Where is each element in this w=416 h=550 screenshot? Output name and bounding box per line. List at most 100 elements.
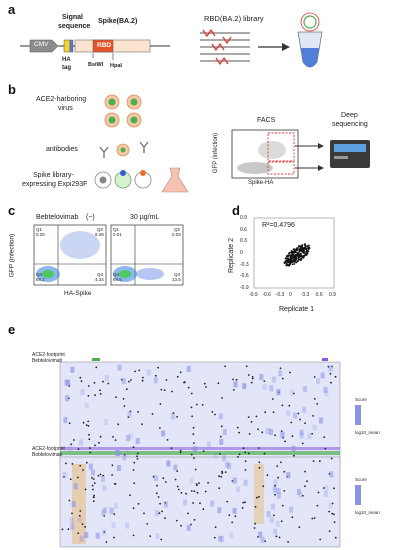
heatmap-dot [149, 535, 152, 537]
heatmap-dot [280, 430, 283, 432]
heatmap-cell [286, 410, 291, 417]
heatmap-dot [157, 496, 160, 498]
scatter-point [305, 251, 308, 254]
heatmap-dot [98, 441, 100, 444]
heatmap-dot [172, 412, 175, 414]
heatmap-dot [311, 517, 314, 520]
heatmap-dot [312, 460, 315, 462]
heatmap-dot [333, 513, 335, 516]
heatmap-dot [127, 416, 130, 418]
ace2-virus-label-1: ACE2-harboring [36, 96, 87, 103]
gate-q4-treated: Q4 [113, 272, 120, 277]
heatmap-dot [327, 365, 330, 368]
heatmap-dot [244, 469, 247, 471]
heatmap-cell [296, 488, 301, 495]
heatmap-cell [84, 532, 89, 538]
heatmap-dot [88, 438, 91, 441]
scatter-x-tick: -0.3 [275, 292, 285, 298]
heatmap-cell [312, 424, 317, 431]
heatmap-dot [161, 510, 164, 513]
heatmap-cell [115, 449, 120, 456]
scatter-y-tick: -0.3 [240, 261, 249, 268]
heatmap-dot [247, 416, 250, 418]
heatmap-dot [274, 493, 276, 496]
heatmap-dot [226, 500, 229, 503]
heatmap-dot [183, 381, 185, 384]
heatmap-dot [331, 502, 334, 505]
heatmap-dot [281, 377, 284, 380]
heatmap-dot [213, 536, 216, 539]
scatter-point [300, 255, 303, 258]
gate-q2-treated: Q2 [174, 227, 181, 232]
heatmap-cell [276, 488, 281, 494]
scatter-point [290, 256, 292, 258]
heatmap-dot [221, 470, 224, 473]
heatmap-cell [289, 506, 294, 513]
heatmap-cell [328, 502, 333, 509]
heatmap-dot [232, 389, 235, 391]
flow-x-label: HA-Spike [64, 290, 92, 297]
gate-q3-untreated-value: 4.34 [95, 277, 104, 282]
heatmap-dot [242, 447, 245, 450]
heatmap-dot [196, 403, 198, 406]
heatmap-dot [272, 411, 275, 414]
heatmap-cell [154, 475, 158, 482]
heatmap-dot [316, 403, 319, 405]
heatmap-cell [153, 377, 158, 384]
heatmap-dot [125, 388, 128, 391]
ace2-virus-label-2: virus [58, 105, 73, 112]
heatmap-dot [82, 421, 85, 424]
scatter-point [304, 246, 307, 249]
panel-label-a: a [8, 2, 16, 17]
heatmap-dot [187, 386, 190, 389]
heatmap-dot [115, 396, 117, 399]
legend-sub-bottom: log10_mean [355, 510, 380, 515]
heatmap-dot [312, 415, 314, 417]
cmv-promoter [29, 39, 59, 53]
heatmap-cell [135, 438, 140, 445]
heatmap-dot [92, 500, 95, 503]
scatter-point [301, 256, 304, 259]
heatmap-dot [250, 421, 253, 423]
heatmap-dot [244, 451, 247, 454]
heatmap-dot [244, 501, 246, 504]
scatter-point [284, 261, 287, 264]
heatmap-dot [247, 452, 250, 455]
heatmap-dot [170, 447, 173, 450]
heatmap-cell [155, 510, 160, 517]
heatmap-dot [82, 469, 84, 471]
scatter-point [290, 260, 293, 262]
heatmap-dot [316, 504, 319, 507]
heatmap-dot [228, 514, 231, 516]
scatter-y-tick: 0 [240, 250, 243, 256]
rbd-label: RBD [97, 42, 112, 49]
scatter-point [285, 259, 288, 262]
heatmap-dot [232, 378, 234, 381]
scatter-point [295, 259, 297, 261]
scatter-point [287, 257, 290, 260]
heatmap-dot [283, 470, 286, 473]
scatter-point [308, 246, 310, 249]
heatmap-dot [92, 478, 95, 480]
scatter-y-tick: 0.6 [240, 226, 247, 233]
heatmap-dot [70, 443, 73, 446]
heatmap-dot [68, 499, 71, 502]
heatmap-dot [99, 389, 101, 392]
heatmap-dot [193, 490, 196, 493]
scatter-x-tick: 0.3 [302, 292, 310, 298]
heatmap-dot [201, 404, 204, 406]
scatter-point [307, 244, 310, 247]
heatmap-dot [123, 453, 126, 456]
heatmap-dot [219, 435, 222, 438]
heatmap-cell [127, 411, 132, 418]
heatmap-dot [237, 456, 239, 458]
heatmap-dot [111, 464, 114, 467]
scatter-point [293, 260, 295, 263]
heatmap-cell [171, 413, 175, 420]
heatmap-dot [162, 477, 165, 480]
heatmap-cell [163, 501, 168, 508]
heatmap-cell [161, 430, 166, 437]
heatmap-dot [89, 447, 91, 449]
heatmap-cell [114, 502, 119, 509]
heatmap-cell [117, 364, 122, 371]
